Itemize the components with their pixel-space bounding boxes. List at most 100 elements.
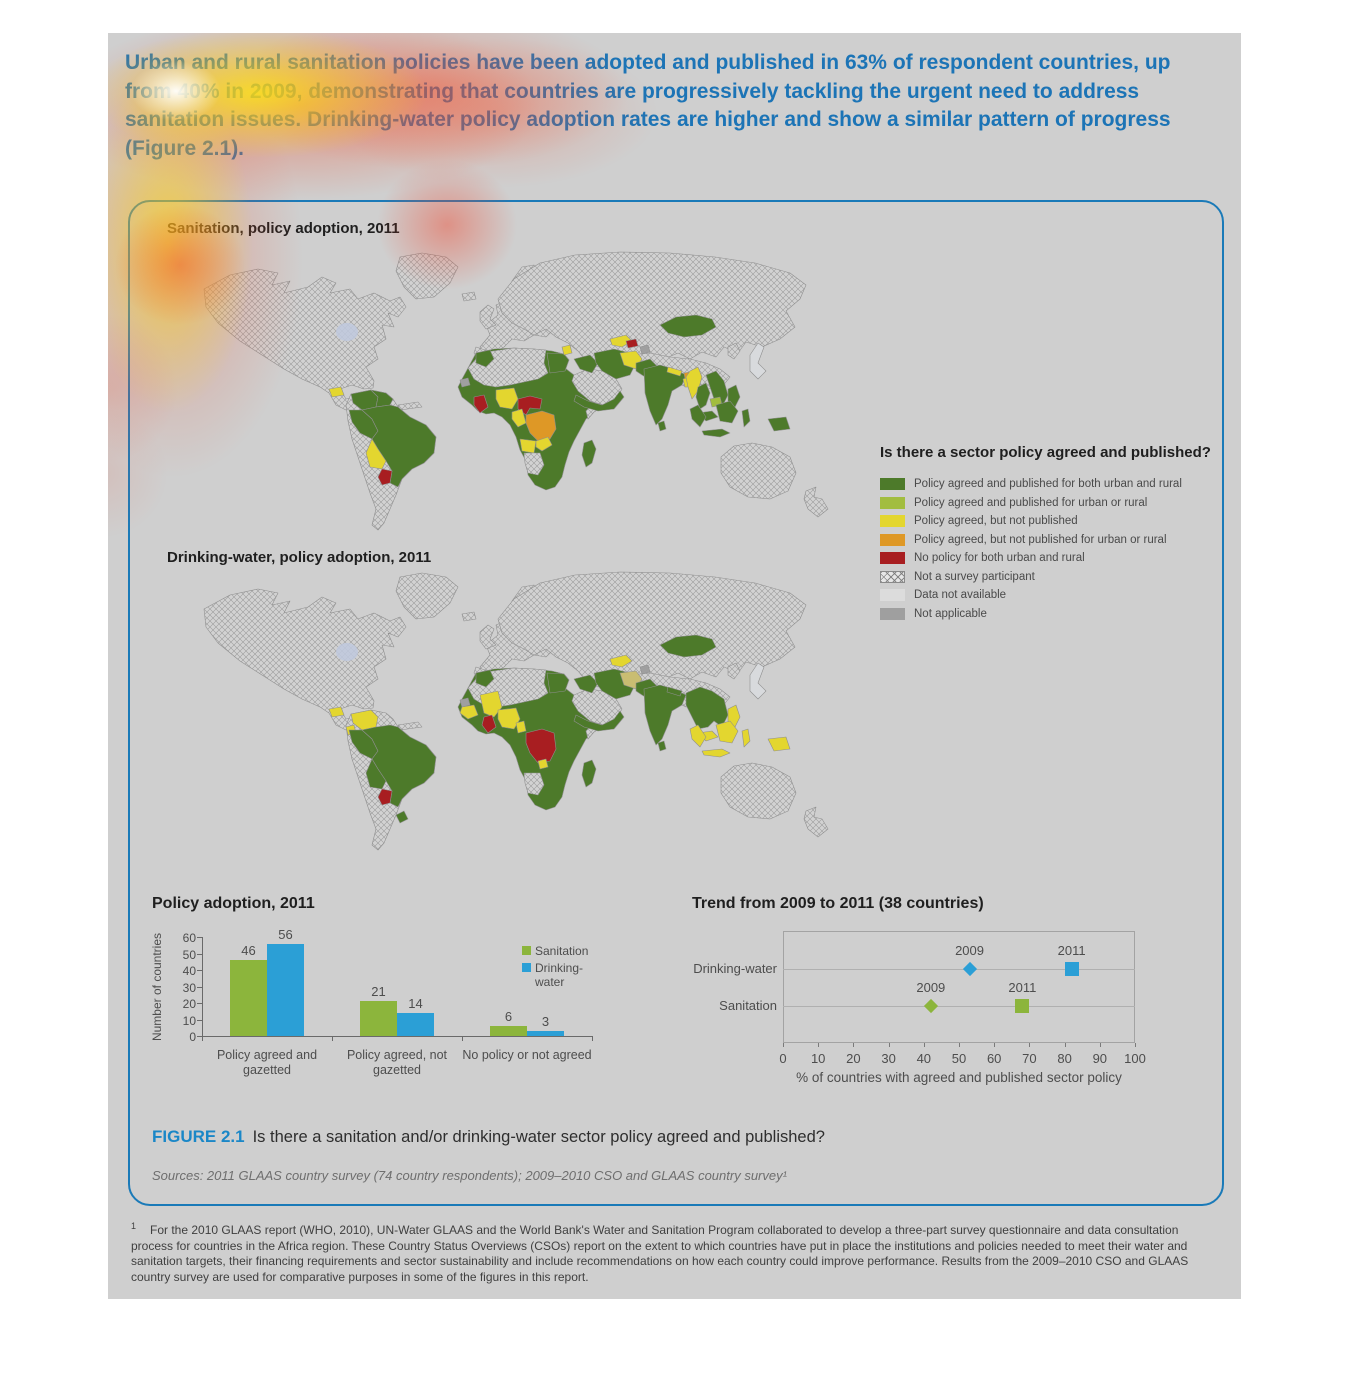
trend-x-tick-label: 50 [951,1051,967,1066]
footnote: 1 For the 2010 GLAAS report (WHO, 2010), … [131,1219,1191,1285]
legend-label: Data not available [914,589,1007,602]
bar-drinking-water [527,1031,564,1036]
trend-x-tick [818,1043,820,1047]
figure-caption-text: Is there a sanitation and/or drinking-wa… [252,1128,825,1146]
x-axis-tick [202,1036,203,1041]
trend-chart-title: Trend from 2009 to 2011 (38 countries) [692,895,984,912]
trend-x-tick [1099,1043,1101,1047]
trend-x-tick [783,1043,784,1047]
intro-paragraph: Urban and rural sanitation policies have… [125,51,1171,160]
trend-x-tick [1064,1043,1066,1047]
y-tick-mark [197,986,202,988]
trend-x-tick-label: 0 [779,1051,787,1066]
y-axis-label: Number of countries [150,932,164,1042]
trend-x-tick [923,1043,925,1047]
trend-x-tick-label: 40 [916,1051,932,1066]
legend-label: Policy agreed, but not published for urb… [914,533,1167,546]
x-axis-tick [462,1036,463,1041]
trend-x-tick-label: 80 [1057,1051,1072,1066]
trend-x-tick-label: 60 [986,1051,1002,1066]
legend-label: Policy agreed and published for both urb… [914,478,1182,491]
trend-x-tick [853,1043,855,1047]
map-legend: Is there a sector policy agreed and publ… [880,444,1215,623]
legend-label: Not a survey participant [914,570,1035,583]
map-legend-title: Is there a sector policy agreed and publ… [880,444,1211,461]
trend-frame [783,931,1135,1043]
legend-swatch [880,515,905,528]
legend-swatch [880,552,905,565]
trend-x-tick [1029,1043,1031,1047]
bar-sanitation [360,1001,397,1036]
bar-value-label: 14 [408,995,423,1011]
trend-x-tick-label: 10 [810,1051,826,1066]
trend-marker-square [1064,962,1079,976]
legend-swatch [880,496,905,509]
trend-row-label: Drinking-water [693,961,777,976]
y-tick-mark [197,970,202,971]
trend-marker-square [1015,999,1030,1013]
bar-category-label: Policy agreed and gazetted [216,1048,318,1077]
legend-item: Data not available [880,586,1215,605]
y-tick-mark [197,1019,202,1021]
legend-swatch [880,478,905,491]
legend-item: Policy agreed and published for urban or… [880,494,1215,513]
trend-x-tick-label: 30 [881,1051,896,1066]
legend-label: Policy agreed, but not published [914,515,1078,528]
bar-value-label: 21 [371,984,386,1000]
legend-swatch [880,570,905,583]
trend-x-tick [888,1043,890,1047]
footnote-text: For the 2010 GLAAS report (WHO, 2010), U… [131,1223,1189,1284]
y-tick-mark [197,1003,202,1004]
legend-item: No policy for both urban and rural [880,549,1215,568]
legend-item: Policy agreed and published for both urb… [880,475,1215,494]
trend-year-label: 2011 [1057,943,1086,958]
figure-caption: FIGURE 2.1 Is there a sanitation and/or d… [152,1127,825,1147]
trend-year-label: 2011 [1008,980,1037,995]
x-axis-tick [332,1036,333,1041]
map-title-drinking-water: Drinking-water, policy adoption, 2011 [167,549,432,566]
bar-value-label: 3 [541,1014,550,1030]
y-tick-mark [197,937,202,938]
trend-x-axis-label: % of countries with agreed and published… [796,1070,1122,1085]
x-axis-tick [592,1036,593,1041]
legend-swatch [880,589,905,602]
figure-sources: Sources: 2011 GLAAS country survey (74 c… [152,1168,787,1183]
y-tick-label: 50 [182,947,196,962]
y-tick-label: 40 [182,964,196,978]
trend-row-line [783,969,1135,970]
legend-item: Policy agreed, but not published for urb… [880,531,1215,550]
legend-swatch [880,607,905,620]
world-map-drinking-water [203,571,829,851]
trend-x-tick-label: 100 [1124,1051,1146,1066]
y-tick-label: 60 [182,931,196,945]
bar-value-label: 56 [278,926,293,942]
bar-legend-label: Drinking-water [535,961,584,989]
legend-label: No policy for both urban and rural [914,552,1085,565]
world-map-sanitation [203,251,829,531]
y-axis [202,937,203,1037]
bar-value-label: 6 [504,1009,513,1025]
y-tick-label: 20 [182,997,196,1011]
map-legend-items: Policy agreed and published for both urb… [880,475,1215,623]
legend-item: Not applicable [880,605,1215,624]
x-axis [202,1036,592,1037]
bar-drinking-water [397,1012,434,1036]
trend-x-tick [994,1043,996,1047]
trend-x-tick-label: 70 [1022,1051,1037,1066]
bar-category-label: Policy agreed, not gazetted [346,1048,448,1077]
legend-item: Not a survey participant [880,568,1215,587]
y-tick-label: 30 [182,980,196,995]
figure-box: Sanitation, policy adoption, 2011 [128,200,1224,1206]
legend-item: Policy agreed, but not published [880,512,1215,531]
trend-x-tick [959,1043,960,1047]
legend-label: Policy agreed and published for urban or… [914,496,1148,509]
trend-row-label: Sanitation [719,998,777,1013]
trend-x-tick [1135,1043,1136,1047]
bar-sanitation [230,960,267,1036]
y-tick-label: 0 [189,1030,196,1044]
trend-row-line [783,1006,1135,1007]
trend-x-tick-label: 90 [1092,1051,1108,1066]
legend-swatch [880,533,905,546]
figure-number: FIGURE 2.1 [152,1127,245,1146]
